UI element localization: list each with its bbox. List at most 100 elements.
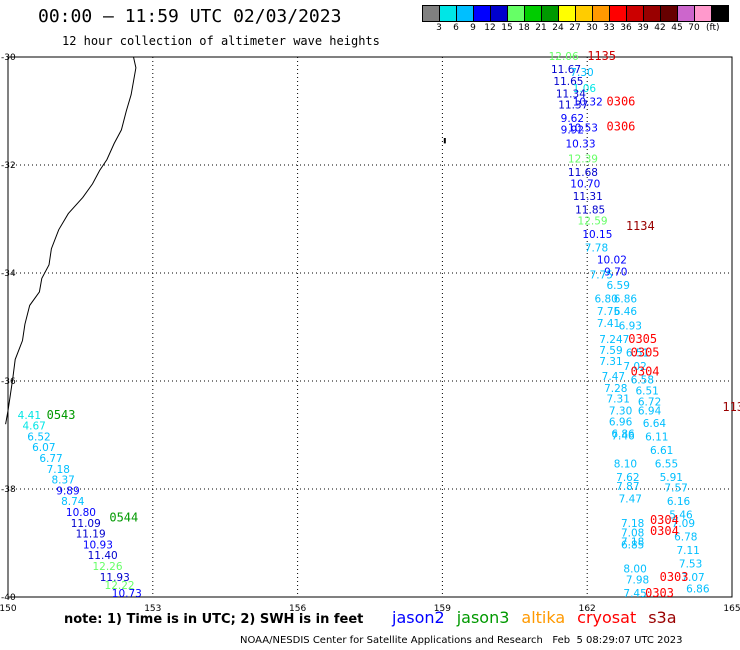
wave-height-value: 7.75 [597,306,620,318]
wave-height-value: 7.62 [616,472,639,484]
wave-height-value: 7.78 [585,242,608,254]
color-scale-label: 21 [535,23,547,33]
wave-height-value: 7.08 [621,528,644,540]
wave-height-value: 1.06 [573,83,597,95]
wave-height-value: 7.41 [597,318,620,330]
color-swatch [508,6,525,21]
wave-height-value: 12.39 [568,153,598,165]
time-label: 0303 [660,570,689,584]
wave-height-value: 11.85 [575,205,605,217]
color-swatch [474,6,491,21]
wave-height-value: 11.65 [553,76,583,88]
wave-height-value: 9.89 [56,485,79,497]
time-label: 0303 [645,586,674,600]
color-scale-label: 42 [654,23,666,33]
wave-height-value: 7.87 [616,481,639,493]
wave-height-value: 12.22 [105,580,135,592]
wave-height-value: 7.09 [672,518,695,530]
color-swatch [644,6,661,21]
wave-height-value: 7.28 [604,383,627,395]
wave-height-value: 11.09 [71,518,101,530]
time-label: 0304 [650,524,679,538]
x-tick-label: 156 [289,604,306,614]
wave-height-value: 6.86 [686,584,710,596]
wave-height-value: 6.86 [611,429,635,441]
wave-height-value: 11.19 [76,529,106,541]
wave-height-value: 6.61 [650,445,673,457]
time-label: 0306 [607,95,636,109]
color-swatch [593,6,610,21]
wave-height-value: 8.10 [614,458,637,470]
time-label: 0305 [628,332,657,346]
y-tick-label: -40 [1,593,16,603]
color-scale-label: 45 [671,23,683,33]
wave-height-value: 7.75 [590,269,613,281]
color-scale-label: 70 [688,23,700,33]
plot-frame [7,56,733,598]
satellite-legend: jason2 jason3 altika cryosat s3a [392,608,689,627]
wave-height-value: 10.93 [83,539,113,551]
wave-height-value: 7.247 [599,334,629,346]
time-label: 0543 [47,408,76,422]
wave-height-value: 7.45 [623,588,646,600]
wave-height-value: 7.02 [623,361,646,373]
color-swatch [525,6,542,21]
wave-height-value: 7.47 [602,371,625,383]
wave-height-value: 12.26 [92,561,122,573]
wave-height-value: 10.32 [573,97,603,109]
x-tick-label: 162 [579,604,596,614]
coastline [5,56,137,425]
wave-height-value: 6.77 [39,453,62,465]
wave-height-value: 11.37 [558,99,588,111]
wave-height-value: 6.55 [655,458,678,470]
color-scale-label: 24 [552,23,564,33]
wave-height-value: 7.11 [676,545,699,557]
wave-height-value: 8.74 [61,496,85,508]
wave-height-value: 6.93 [619,321,642,333]
wave-height-value: 6.07 [32,442,55,454]
wave-height-value: 7.46 [611,430,635,442]
time-label: 1134 [626,219,655,233]
color-swatch [661,6,678,21]
wave-height-value: 6.72 [638,396,661,408]
x-tick-label: 159 [434,604,451,614]
wave-height-value: 6.94 [638,405,662,417]
color-swatch [712,6,728,21]
color-scale-unit: (ft) [706,23,720,33]
wave-height-value: 6.51 [626,348,649,360]
wave-height-value: 7.47 [619,494,642,506]
wave-height-value: 7.18 [621,518,644,530]
y-tick-label: -32 [1,161,16,171]
satellite-legend-entry: s3a [648,608,677,627]
time-label: 0544 [109,510,138,524]
color-scale-label: 30 [586,23,598,33]
color-swatch [610,6,627,21]
wave-height-value: 10.70 [570,179,600,191]
wave-height-value: 7.07 [681,572,704,584]
wave-height-value: 6.58 [631,375,654,387]
wave-height-value: 10.80 [66,507,96,519]
wave-height-value: 7.30 [570,67,593,79]
color-swatch [440,6,457,21]
wave-height-value: 10.02 [597,254,627,266]
color-swatch [695,6,712,21]
color-scale-label: 15 [501,23,513,33]
wave-height-value: 6.16 [667,496,691,508]
wave-height-value: 7.31 [599,356,622,368]
color-scale-label: 12 [484,23,496,33]
time-label: 0304 [650,513,679,527]
color-swatch [542,6,559,21]
x-tick-label: 150 [0,604,17,614]
wave-height-value: 6.59 [607,280,630,292]
color-swatch [423,6,440,21]
wave-height-value: 9.92 [561,125,584,137]
wave-height-value: 7.31 [607,394,630,406]
satellite-legend-entry: jason3 [456,608,510,627]
time-label: 0306 [607,119,636,133]
color-scale-label: 27 [569,23,581,33]
wave-height-value: 7.18 [621,537,644,549]
color-scale-legend [422,5,729,22]
time-label: 0304 [631,365,660,379]
wave-height-value: 6.46 [614,306,638,318]
